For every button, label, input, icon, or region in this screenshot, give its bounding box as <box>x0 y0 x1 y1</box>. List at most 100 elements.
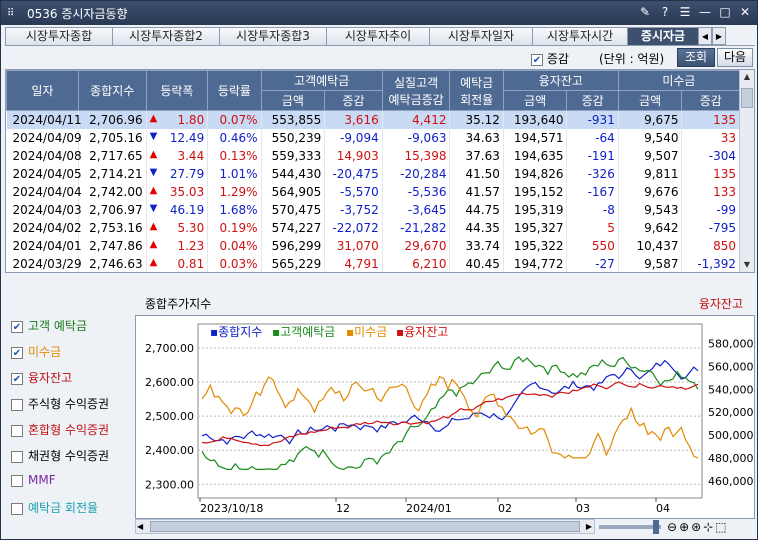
cell-turnover: 44.75 <box>449 200 504 219</box>
checkbox-checked-icon[interactable]: ✔ <box>11 346 23 359</box>
header-index[interactable]: 종합지수 <box>77 70 147 111</box>
zoom-out-icon[interactable]: ⊖ <box>667 520 678 534</box>
right-tick-label: 500,000 <box>708 429 754 442</box>
scroll-left-icon[interactable]: ◀ <box>137 522 144 531</box>
series-toggle[interactable]: ✔ 융자잔고 <box>11 369 72 386</box>
series-toggle[interactable]: MMF <box>11 473 56 487</box>
zoom-fit-icon[interactable]: ⊛ <box>691 520 702 534</box>
checkbox-empty-icon[interactable] <box>11 474 23 487</box>
scroll-up-icon[interactable]: ▲ <box>743 72 751 81</box>
checkbox-checked-icon[interactable]: ✔ <box>11 372 23 385</box>
crosshair-icon[interactable]: ⊹ <box>703 520 714 534</box>
table-row[interactable]: 2024/04/02 2,753.16 ▲ 5.30 0.19% 574,227 -22,0… <box>6 218 740 237</box>
chart-legend-entry: ▪융자잔고 <box>396 325 448 339</box>
table-row[interactable]: 2024/04/05 2,714.21 ▼ 27.79 1.01% 544,430 -20,… <box>6 164 740 183</box>
table-row[interactable]: 2024/04/04 2,742.00 ▲ 35.03 1.29% 564,905 -5,5… <box>6 182 740 201</box>
window-title: 0536 증시자금동향 <box>27 6 128 21</box>
header-change[interactable]: 등락폭 <box>145 70 209 111</box>
cell-change: ▲ 0.81 <box>146 254 209 272</box>
close-icon[interactable]: ✕ <box>739 5 751 19</box>
scroll-thumb[interactable] <box>741 88 753 108</box>
checkbox-empty-icon[interactable] <box>11 398 23 411</box>
cell-index: 2,753.16 <box>78 218 147 237</box>
header-real-deposit[interactable]: 실질고객 예탁금증감 <box>381 70 451 111</box>
chart-area[interactable]: 2,700.00 2,600.00 2,500.00 2,400.00 2,300.00… <box>135 315 755 519</box>
checkbox-empty-icon[interactable] <box>11 424 23 437</box>
query-button[interactable]: 조회 <box>677 48 715 67</box>
series-toggle[interactable]: 예탁금 회전율 <box>11 499 98 516</box>
header-unpaid-delta[interactable]: 증감 <box>681 90 740 111</box>
header-date[interactable]: 일자 <box>6 70 79 111</box>
title-bar[interactable]: ⠿ 0536 증시자금동향 ✎ ? ☰ — □ ✕ <box>1 1 757 25</box>
x-tick-label: 2023/10/18 <box>200 502 263 515</box>
left-tick-label: 2,500.00 <box>145 410 194 423</box>
minimize-icon[interactable]: — <box>699 5 711 19</box>
maximize-icon[interactable]: □ <box>719 5 731 19</box>
header-loan[interactable]: 융자잔고 <box>502 70 619 91</box>
up-triangle-icon: ▲ <box>149 148 158 160</box>
cell-date: 2024/03/29 <box>6 254 82 272</box>
cell-change-value: 1.23 <box>177 238 205 253</box>
table-row[interactable]: 2024/03/29 2,746.63 ▲ 0.81 0.03% 565,229 4,791… <box>6 254 740 272</box>
header-turnover-l2: 회전율 <box>460 92 494 107</box>
chart-scrollbar[interactable]: ◀ ▶ <box>135 519 595 534</box>
plot-frame <box>197 323 703 499</box>
pin-icon[interactable]: ✎ <box>639 5 651 19</box>
series-toggle[interactable]: 채권형 수익증권 <box>11 447 109 464</box>
tab-prev-icon[interactable]: ◀ <box>698 27 712 45</box>
header-unpaid[interactable]: 미수금 <box>617 70 741 91</box>
cell-loan-delta: -931 <box>566 110 619 129</box>
table-row[interactable]: 2024/04/08 2,717.65 ▲ 3.44 0.13% 559,333 14,90… <box>6 146 740 165</box>
settings-icon[interactable]: ☰ <box>679 5 691 19</box>
cell-rate: 1.29% <box>207 182 262 201</box>
series-toggle[interactable]: ✔ 고객 예탁금 <box>11 317 87 334</box>
menu-grip-icon[interactable]: ⠿ <box>7 7 15 19</box>
tab-market-summary[interactable]: 시장투자종합 <box>5 27 113 45</box>
cell-unpaid: 9,543 <box>618 200 683 219</box>
scroll-down-icon[interactable]: ▼ <box>743 260 751 269</box>
tab-market-trend[interactable]: 시장투자추이 <box>326 27 430 45</box>
tab-market-summary-2[interactable]: 시장투자종합2 <box>112 27 220 45</box>
cell-unpaid: 9,642 <box>618 218 683 237</box>
checkbox-checked-icon[interactable]: ✔ <box>531 53 543 66</box>
cell-real-deposit: -9,063 <box>382 128 451 147</box>
change-toggle[interactable]: ✔ 증감 <box>531 50 569 67</box>
series-toggle[interactable]: 혼합형 수익증권 <box>11 421 109 438</box>
scroll-right-icon[interactable]: ▶ <box>585 522 592 531</box>
next-button[interactable]: 다음 <box>717 48 753 67</box>
table-row[interactable]: 2024/04/03 2,706.97 ▼ 46.19 1.68% 570,475 -3,7… <box>6 200 740 219</box>
header-real-deposit-l1: 실질고객 <box>394 75 439 90</box>
header-turnover[interactable]: 예탁금 회전율 <box>449 70 504 111</box>
header-rate[interactable]: 등락률 <box>207 70 262 111</box>
cell-turnover: 33.74 <box>449 236 504 255</box>
table-scrollbar[interactable]: ▲ ▼ <box>739 70 754 272</box>
zoom-in-icon[interactable]: ⊕ <box>679 520 690 534</box>
header-unpaid-amount[interactable]: 금액 <box>617 90 683 111</box>
header-deposit[interactable]: 고객예탁금 <box>260 70 383 91</box>
line-chart[interactable]: 2,700.00 2,600.00 2,500.00 2,400.00 2,300.00… <box>136 316 754 518</box>
chart-scroll-thumb[interactable] <box>150 521 580 532</box>
zoom-slider-knob[interactable] <box>653 520 659 534</box>
series-toggle[interactable]: ✔ 미수금 <box>11 343 61 360</box>
tab-stock-funds[interactable]: 증시자금 <box>627 27 699 45</box>
header-loan-delta[interactable]: 증감 <box>566 90 619 111</box>
checkbox-empty-icon[interactable] <box>11 502 23 515</box>
table-row[interactable]: 2024/04/01 2,747.86 ▲ 1.23 0.04% 596,299 31,07… <box>6 236 740 255</box>
select-tool-icon[interactable]: ⬚ <box>715 520 727 534</box>
tab-market-hourly[interactable]: 시장투자시간 <box>532 27 628 45</box>
header-loan-amount[interactable]: 금액 <box>502 90 568 111</box>
header-deposit-amount[interactable]: 금액 <box>260 90 326 111</box>
header-deposit-delta[interactable]: 증감 <box>324 90 383 111</box>
table-row[interactable]: 2024/04/11 2,706.96 ▲ 1.80 0.07% 553,855 3,616… <box>6 110 740 129</box>
zoom-slider[interactable] <box>599 520 661 534</box>
checkbox-checked-icon[interactable]: ✔ <box>11 320 23 333</box>
tab-market-summary-3[interactable]: 시장투자종합3 <box>219 27 327 45</box>
series-toggle[interactable]: 주식형 수익증권 <box>11 395 109 412</box>
cell-loan-delta: 5 <box>566 218 619 237</box>
cell-loan-delta: -27 <box>566 254 619 272</box>
tab-next-icon[interactable]: ▶ <box>712 27 726 45</box>
help-icon[interactable]: ? <box>661 5 669 19</box>
checkbox-empty-icon[interactable] <box>11 450 23 463</box>
tab-market-daily[interactable]: 시장투자일자 <box>429 27 533 45</box>
table-row[interactable]: 2024/04/09 2,705.16 ▼ 12.49 0.46% 550,239 -9,0… <box>6 128 740 147</box>
